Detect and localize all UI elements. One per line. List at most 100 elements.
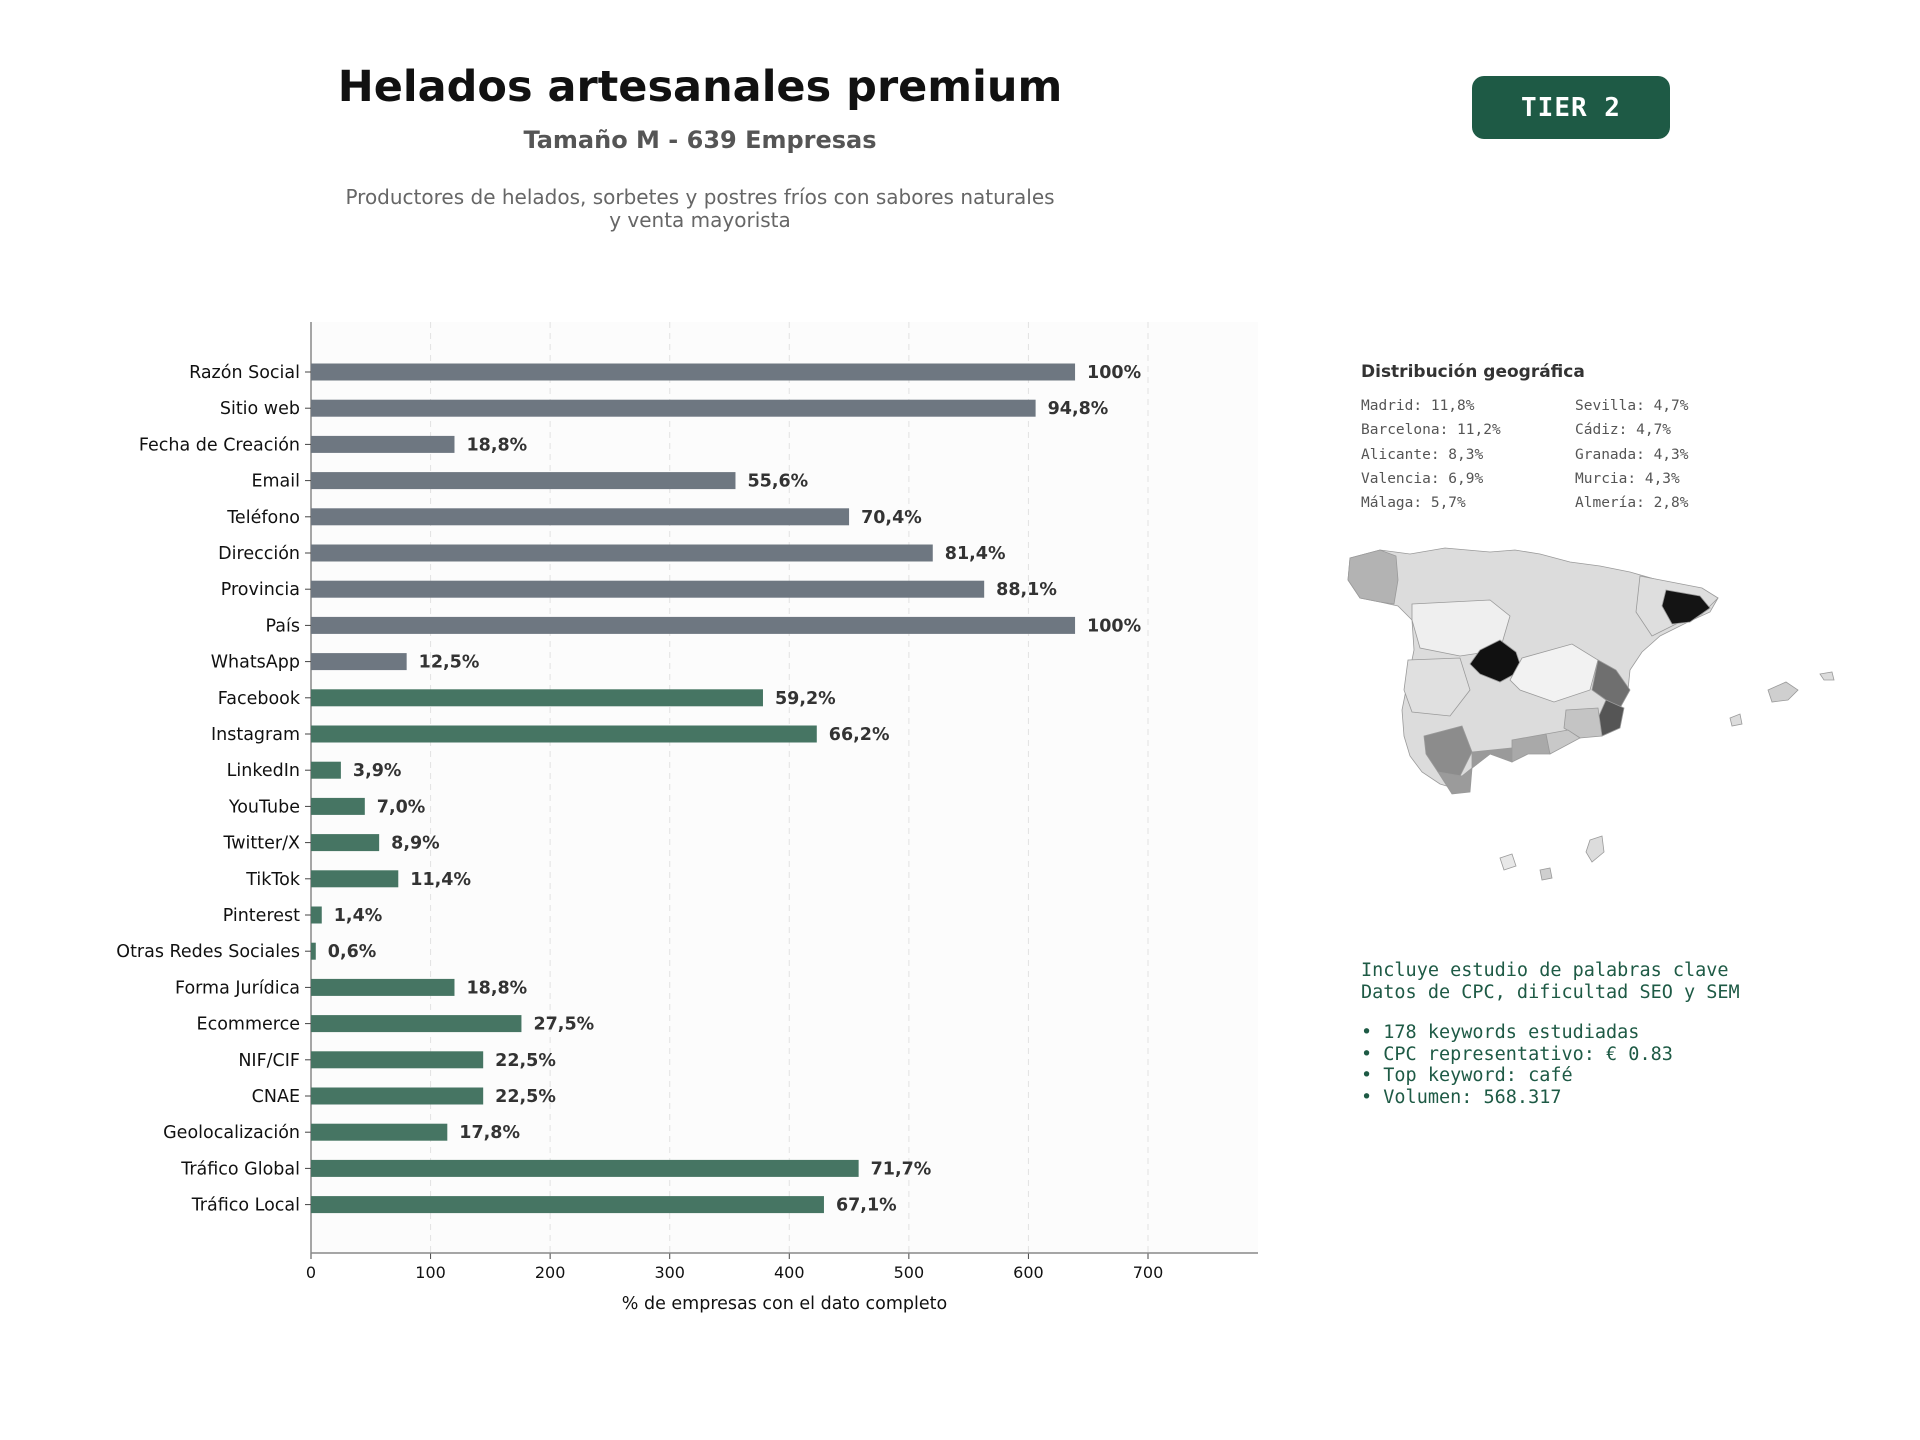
map-murcia [1563, 707, 1603, 739]
keywords-spacer [1361, 1003, 1841, 1022]
data-label: 94,8% [1048, 399, 1109, 419]
completeness-bar-chart: 0 100 200 300 400 500 600 700 Razón Social 100% Si… [116, 322, 1258, 1314]
category-label: Razón Social [189, 363, 300, 383]
map-cadiz [1437, 767, 1473, 795]
bar [311, 1196, 824, 1214]
data-label: 71,7% [871, 1159, 932, 1179]
bar [311, 544, 933, 562]
category-label: Teléfono [226, 508, 300, 528]
keywords-info: Incluye estudio de palabras clave Datos … [1361, 960, 1841, 1108]
bar [311, 653, 407, 671]
bar [311, 797, 365, 815]
bar [311, 508, 850, 526]
geo-item: Barcelona: 11,2% [1361, 422, 1501, 439]
bar [311, 472, 736, 490]
bar [311, 1051, 484, 1069]
map-canary-east [1585, 835, 1605, 863]
map-canary-center [1499, 853, 1517, 871]
category-label: YouTube [228, 797, 300, 817]
category-label: Facebook [218, 689, 301, 709]
geo-item: Granada: 4,3% [1575, 446, 1689, 463]
category-label: Pinterest [223, 906, 300, 926]
bar [311, 616, 1076, 634]
data-label: 18,8% [466, 978, 527, 998]
bar [311, 906, 322, 924]
data-label: 22,5% [495, 1087, 556, 1107]
x-tick-label: 100 [415, 1263, 446, 1282]
bar [311, 1159, 859, 1177]
data-label: 3,9% [353, 761, 402, 781]
geo-item: Alicante: 8,3% [1361, 446, 1484, 463]
data-label: 17,8% [459, 1123, 520, 1143]
map-madrid [1469, 639, 1523, 683]
plot-area [311, 322, 1258, 1253]
map-canary-west [1539, 867, 1553, 881]
bar [311, 1015, 522, 1033]
geo-item: Murcia: 4,3% [1575, 470, 1680, 487]
category-label: CNAE [252, 1087, 300, 1107]
data-label: 7,0% [377, 797, 426, 817]
category-label: Ecommerce [197, 1015, 300, 1035]
map-almeria [1545, 729, 1581, 755]
data-label: 27,5% [533, 1015, 594, 1035]
bar [311, 978, 455, 996]
data-label: 66,2% [829, 725, 890, 745]
data-label: 81,4% [945, 544, 1006, 564]
category-label: Twitter/X [222, 834, 300, 854]
keyword-bullet: • 178 keywords estudiadas [1361, 1022, 1640, 1043]
keywords-line-1: Incluye estudio de palabras clave [1361, 960, 1729, 981]
x-tick-label: 600 [1013, 1263, 1044, 1282]
category-label: Forma Jurídica [175, 978, 300, 998]
category-label: NIF/CIF [238, 1051, 300, 1071]
bar [311, 834, 380, 852]
bar [311, 1123, 448, 1141]
category-label: TikTok [245, 870, 301, 890]
tier-badge: TIER 2 [1472, 76, 1670, 139]
category-label: Instagram [211, 725, 300, 745]
category-label: Otras Redes Sociales [116, 942, 300, 962]
map-balearic-mallorca [1767, 681, 1799, 703]
bar [311, 689, 763, 707]
data-label: 67,1% [836, 1196, 897, 1216]
category-label: Geolocalización [163, 1123, 300, 1143]
x-tick-label: 700 [1133, 1263, 1164, 1282]
data-label: 88,1% [996, 580, 1057, 600]
spain-choropleth-map [1347, 547, 1835, 881]
keyword-bullet: • CPC representativo: € 0.83 [1361, 1043, 1673, 1065]
map-balearic-ibiza [1729, 713, 1743, 727]
data-label: 18,8% [466, 435, 527, 455]
geo-item: Almería: 2,8% [1575, 495, 1689, 512]
page-subtitle: Tamaño M - 639 Empresas [523, 126, 877, 154]
data-label: 59,2% [775, 689, 836, 709]
bar [311, 399, 1036, 417]
x-axis-title: % de empresas con el dato completo [622, 1294, 947, 1314]
bar [311, 761, 341, 779]
map-galicia [1347, 549, 1399, 605]
map-balearic-menorca [1819, 671, 1835, 681]
bar [311, 435, 455, 453]
geo-item: Sevilla: 4,7% [1575, 398, 1689, 414]
category-label: LinkedIn [227, 761, 300, 781]
category-label: Email [251, 472, 300, 492]
x-tick-label: 200 [535, 1263, 566, 1282]
data-label: 100% [1087, 616, 1141, 636]
data-label: 1,4% [334, 906, 383, 926]
keywords-line-2: Datos de CPC, dificultad SEO y SEM [1361, 981, 1740, 1003]
category-label: Tráfico Local [191, 1196, 300, 1216]
description-line-2: y venta mayorista [609, 208, 791, 232]
category-label: País [266, 616, 300, 636]
category-label: Provincia [221, 580, 300, 600]
geo-item: Málaga: 5,7% [1361, 495, 1466, 512]
geo-item: Cádiz: 4,7% [1575, 422, 1672, 439]
geo-distribution-list: Madrid: 11,8% Sevilla: 4,7% Barcelona: 1… [1361, 398, 1791, 511]
category-label: Dirección [218, 544, 300, 564]
category-label: Sitio web [220, 399, 300, 419]
segment-description: Productores de helados, sorbetes y postr… [300, 186, 1100, 232]
data-label: 8,9% [391, 834, 440, 854]
x-tick-label: 300 [654, 1263, 685, 1282]
bar [311, 1087, 484, 1105]
data-label: 70,4% [861, 508, 922, 528]
bar [311, 870, 399, 888]
page-title: Helados artesanales premium [337, 62, 1063, 112]
geo-item: Valencia: 6,9% [1361, 470, 1484, 487]
